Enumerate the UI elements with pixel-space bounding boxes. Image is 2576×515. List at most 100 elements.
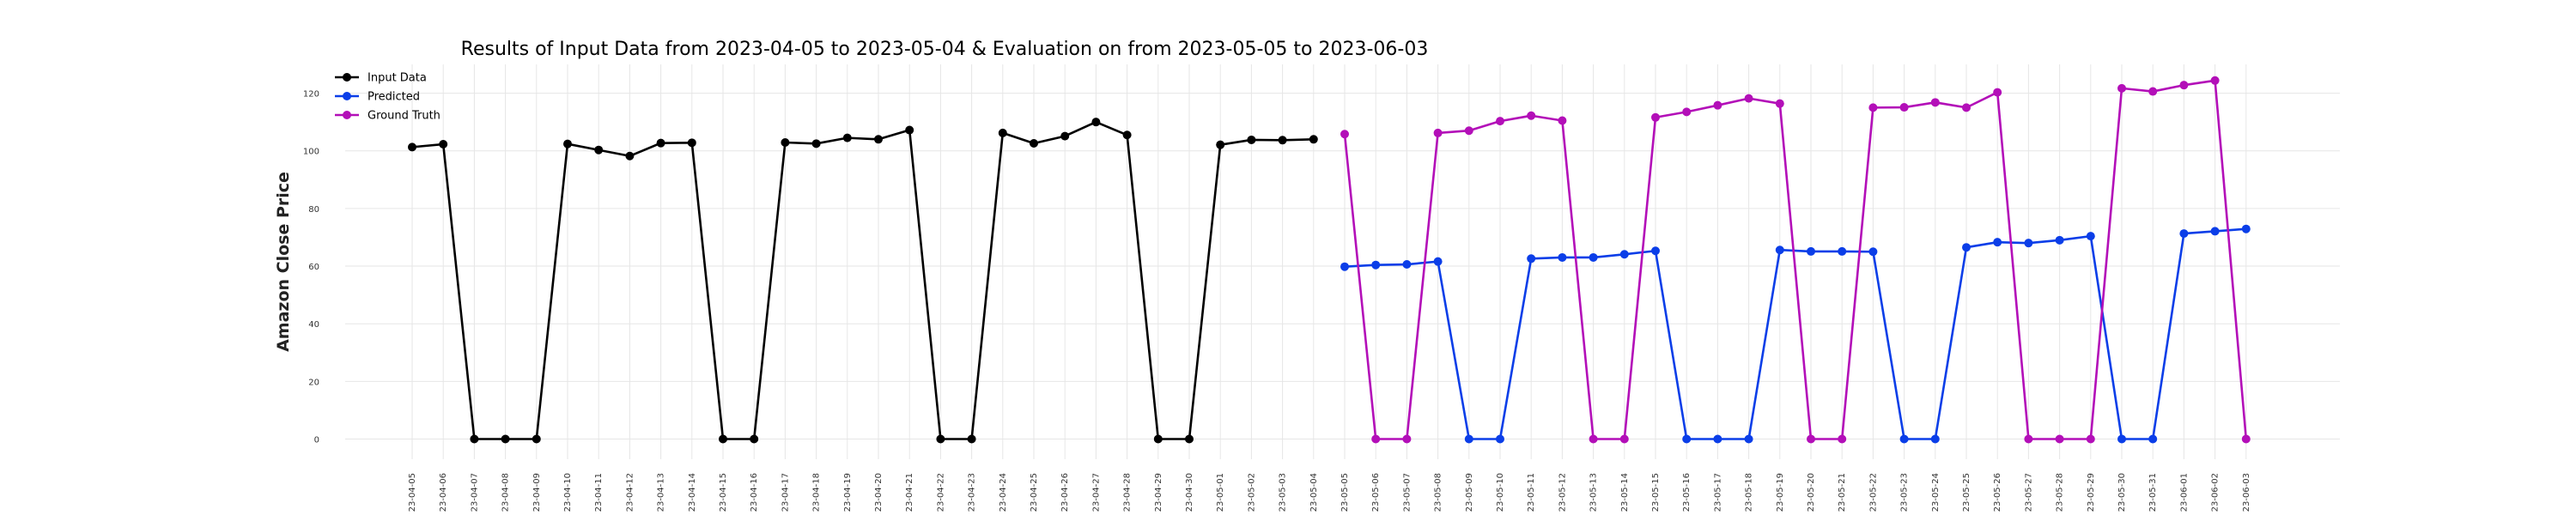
y-axis-ticks: 0 20 40 60 80 100 120 — [303, 90, 319, 445]
x-tick-label: 23-04-10 — [563, 473, 573, 512]
series-line — [1344, 227, 2246, 440]
y-tick-label: 0 — [314, 435, 319, 445]
series-line — [411, 120, 1314, 440]
data-point — [1993, 238, 2002, 247]
x-tick-label: 23-04-28 — [1123, 473, 1133, 512]
legend-label: Predicted — [368, 91, 420, 104]
x-tick-label: 23-04-14 — [688, 473, 697, 512]
data-point — [2148, 87, 2158, 96]
data-point — [625, 151, 635, 161]
x-tick-label: 23-04-30 — [1185, 473, 1194, 512]
x-axis-ticks: 23-04-05 23-04-06 23-04-07 23-04-08 23-04-09… — [408, 473, 2251, 512]
legend-item: Ground Truth — [335, 110, 440, 123]
x-tick-label: 23-05-26 — [1993, 473, 2002, 512]
data-point — [936, 434, 945, 444]
grid — [345, 64, 2340, 459]
x-tick-label: 23-05-31 — [2148, 473, 2158, 512]
x-tick-label: 23-04-21 — [905, 473, 914, 512]
data-point — [1030, 139, 1038, 148]
x-tick-label: 23-05-27 — [2024, 473, 2033, 512]
data-point — [1464, 434, 1473, 444]
data-point — [1807, 434, 1815, 444]
data-point — [594, 145, 604, 154]
x-tick-label: 23-05-16 — [1682, 473, 1692, 512]
data-point — [408, 142, 416, 152]
data-point — [1775, 99, 1784, 108]
data-point — [1899, 434, 1909, 444]
data-point — [1153, 434, 1163, 444]
x-tick-label: 23-05-19 — [1776, 473, 1785, 512]
data-point — [687, 138, 696, 148]
series-layer — [408, 76, 2251, 444]
x-tick-label: 23-04-23 — [968, 473, 977, 512]
data-point — [1962, 103, 1971, 112]
y-tick-label: 20 — [308, 378, 319, 387]
x-tick-label: 23-05-28 — [2056, 473, 2065, 512]
data-point — [1744, 94, 1753, 103]
data-point — [1682, 107, 1692, 117]
legend-marker — [343, 73, 351, 82]
data-point — [501, 434, 510, 444]
data-point — [1682, 434, 1692, 444]
legend-label: Ground Truth — [368, 110, 440, 123]
data-point — [1899, 103, 1909, 112]
x-tick-label: 23-05-17 — [1713, 473, 1722, 512]
data-point — [967, 434, 976, 444]
data-point — [1340, 130, 1349, 139]
legend: Input Data Predicted Ground Truth — [335, 72, 440, 123]
series-line — [1343, 79, 2248, 440]
data-point — [811, 139, 821, 148]
data-point — [1589, 252, 1598, 262]
data-point — [1807, 246, 1815, 256]
data-point — [1558, 252, 1567, 262]
x-tick-label: 23-04-27 — [1091, 473, 1101, 512]
data-point — [1930, 98, 1940, 107]
series-ground-truth — [1340, 76, 2251, 444]
data-point — [2241, 434, 2251, 444]
data-point — [1278, 136, 1287, 145]
data-point — [1340, 262, 1349, 271]
data-point — [1247, 135, 1256, 144]
x-tick-label: 23-05-22 — [1868, 473, 1878, 512]
data-point — [1619, 250, 1629, 259]
data-point — [2210, 227, 2220, 236]
x-tick-label: 23-04-26 — [1060, 473, 1070, 512]
data-point — [1402, 434, 1412, 444]
data-point — [1433, 257, 1443, 266]
data-point — [1558, 116, 1567, 125]
data-point — [1496, 434, 1504, 444]
data-point — [1433, 128, 1443, 137]
data-point — [2024, 239, 2033, 248]
x-tick-label: 23-04-24 — [999, 473, 1008, 512]
data-point — [781, 137, 790, 147]
x-tick-label: 23-05-01 — [1216, 473, 1225, 512]
x-tick-label: 23-05-05 — [1340, 473, 1350, 512]
x-tick-label: 23-04-08 — [501, 473, 511, 512]
y-tick-label: 60 — [308, 263, 319, 272]
legend-item: Input Data — [335, 72, 427, 85]
data-point — [1371, 260, 1381, 270]
chart-title: Results of Input Data from 2023-04-05 to… — [461, 39, 1429, 60]
x-tick-label: 23-05-20 — [1807, 473, 1816, 512]
x-tick-label: 23-04-07 — [470, 473, 479, 512]
x-tick-label: 23-05-14 — [1620, 473, 1630, 512]
x-tick-label: 23-05-06 — [1371, 473, 1381, 512]
legend-marker — [343, 92, 351, 100]
data-point — [719, 434, 727, 444]
data-point — [439, 140, 448, 149]
data-point — [2086, 232, 2095, 241]
data-point — [1091, 118, 1101, 127]
x-tick-label: 23-05-18 — [1745, 473, 1754, 512]
data-point — [1589, 434, 1598, 444]
data-point — [1930, 434, 1940, 444]
data-point — [1962, 243, 1971, 252]
data-point — [1868, 103, 1878, 112]
data-point — [2241, 224, 2251, 233]
data-point — [1775, 245, 1784, 255]
data-point — [1496, 117, 1504, 126]
x-tick-label: 23-04-06 — [439, 473, 448, 512]
data-point — [1868, 247, 1878, 257]
x-tick-label: 23-05-29 — [2087, 473, 2096, 512]
